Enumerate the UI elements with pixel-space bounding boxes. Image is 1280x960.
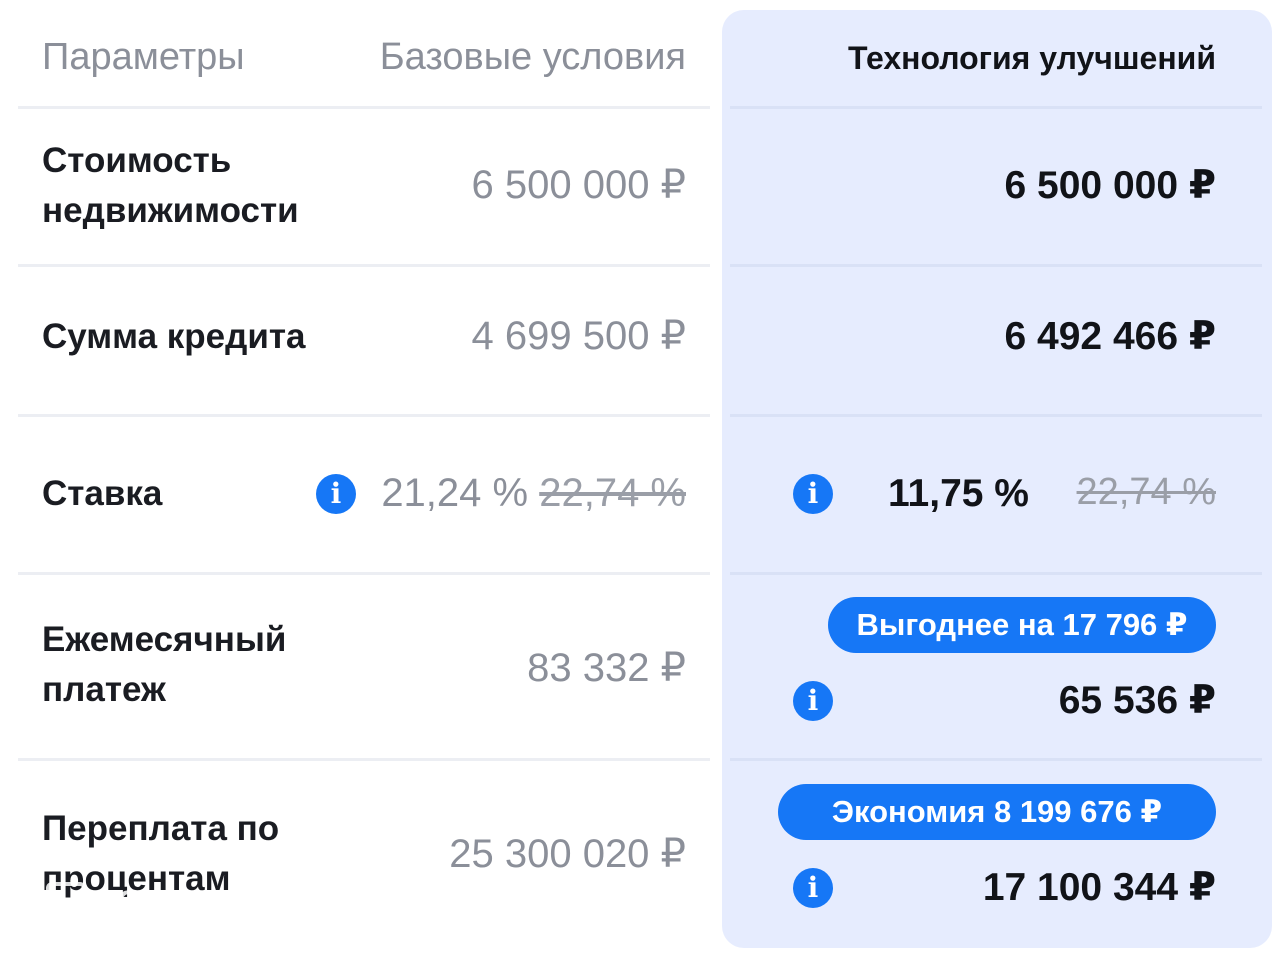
divider	[730, 264, 1262, 267]
divider	[18, 758, 710, 761]
info-icon[interactable]: i	[793, 868, 833, 908]
base-loan-amount: 4 699 500 ₽	[471, 314, 686, 358]
row-label-monthly-payment: Ежемесячный платеж	[42, 615, 286, 715]
label-line: процентам	[42, 859, 231, 898]
divider	[18, 264, 710, 267]
label-line: платеж	[42, 670, 166, 709]
watermark-logo: ДОМКЛИК	[46, 882, 253, 922]
base-rate-old: 22,74 %	[539, 471, 686, 515]
base-property-cost: 6 500 000 ₽	[471, 163, 686, 207]
label-line: Ежемесячный	[42, 620, 287, 659]
divider	[18, 106, 710, 109]
tech-monthly-payment: 65 536 ₽	[1058, 679, 1216, 722]
divider	[730, 414, 1262, 417]
base-rate: 21,24 % 22,74 %	[381, 471, 686, 516]
house-logo-icon	[46, 882, 86, 922]
tech-rate-old: 22,74 %	[1076, 471, 1216, 513]
row-label-overpayment: Переплата по процентам	[42, 804, 279, 904]
divider	[730, 572, 1262, 575]
divider	[730, 106, 1262, 109]
tech-overpayment: 17 100 344 ₽	[982, 866, 1216, 909]
savings-badge: Экономия 8 199 676 ₽	[778, 784, 1216, 840]
watermark-logo-text: ДОМКЛИК	[94, 883, 253, 920]
label-line: Стоимость	[42, 141, 232, 180]
info-icon[interactable]: i	[316, 474, 356, 514]
tech-loan-amount: 6 492 466 ₽	[1004, 315, 1216, 358]
divider	[18, 414, 710, 417]
header-base: Базовые условия	[379, 36, 686, 78]
info-icon[interactable]: i	[793, 474, 833, 514]
divider	[730, 758, 1262, 761]
row-label-property-cost: Стоимость недвижимости	[42, 136, 299, 236]
tech-property-cost: 6 500 000 ₽	[1004, 164, 1216, 207]
base-rate-current: 21,24 %	[381, 471, 529, 515]
label-line: недвижимости	[42, 191, 299, 230]
base-monthly-payment: 83 332 ₽	[527, 646, 686, 690]
benefit-badge: Выгоднее на 17 796 ₽	[828, 597, 1216, 653]
row-label-rate: Ставка	[42, 474, 163, 513]
divider	[18, 572, 710, 575]
tech-rate-current: 11,75 %	[888, 472, 1029, 515]
base-overpayment: 25 300 020 ₽	[449, 832, 686, 876]
info-icon[interactable]: i	[793, 681, 833, 721]
header-params: Параметры	[42, 36, 245, 78]
header-tech: Технология улучшений	[847, 40, 1216, 76]
row-label-loan-amount: Сумма кредита	[42, 317, 306, 356]
label-line: Переплата по	[42, 809, 280, 848]
